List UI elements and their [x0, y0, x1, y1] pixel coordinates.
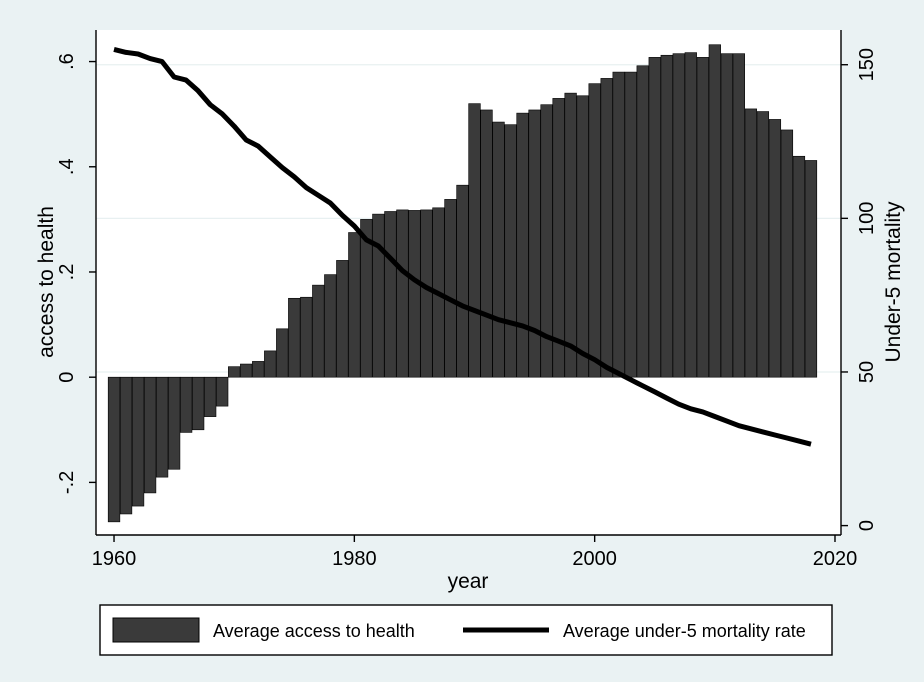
y-right-tick-label: 150	[856, 48, 878, 81]
bar	[143, 376, 157, 494]
bar	[336, 260, 349, 378]
x-tick-label: 1960	[92, 548, 137, 570]
y-left-tick-label: .4	[56, 158, 78, 175]
bar	[264, 350, 277, 378]
bar	[732, 53, 745, 378]
bar	[396, 209, 409, 378]
bar	[408, 210, 421, 378]
y-right-tick-label: 50	[856, 361, 878, 383]
bar	[804, 160, 818, 378]
bar	[648, 57, 661, 378]
legend: Average access to health Average under-5…	[99, 604, 833, 656]
bar	[348, 232, 361, 378]
x-tick-label: 2020	[813, 548, 858, 570]
bar	[708, 44, 721, 378]
bar-series	[107, 44, 818, 523]
bar	[360, 219, 373, 378]
legend-bar-swatch	[112, 617, 200, 643]
bar	[468, 103, 481, 378]
y-right-axis-label: Under-5 mortality	[882, 201, 905, 363]
bar	[624, 71, 637, 378]
bar	[324, 274, 337, 378]
bar	[756, 111, 770, 378]
mortality-line	[113, 46, 812, 447]
bar	[228, 366, 241, 378]
axes: 1960 1980 2000 2020 -.2 0 .2 .4 .6 0 50 100 150	[56, 30, 878, 570]
bar	[792, 155, 806, 378]
bar	[167, 376, 181, 470]
bar	[552, 98, 565, 378]
bar	[684, 52, 697, 378]
bar	[588, 83, 601, 378]
bar	[444, 199, 457, 378]
y-right-tick-label: 100	[856, 202, 878, 235]
bar	[119, 376, 133, 515]
y-left-tick-label: -.2	[56, 471, 78, 494]
bar	[612, 71, 625, 378]
x-tick-label: 1980	[332, 548, 377, 570]
legend-bar-label: Average access to health	[213, 621, 415, 641]
bar	[372, 213, 385, 378]
bar	[179, 376, 193, 433]
legend-line-label: Average under-5 mortality rate	[563, 621, 806, 641]
y-left-axis-label: access to health	[35, 206, 58, 358]
bar	[216, 376, 229, 407]
bar	[192, 376, 205, 431]
bar	[240, 363, 253, 378]
bar	[492, 121, 505, 378]
y-left-tick-label: .6	[56, 53, 78, 70]
bar	[528, 109, 541, 378]
bar	[288, 297, 301, 378]
bar	[720, 53, 733, 378]
bar	[204, 376, 217, 417]
y-left-tick-label: 0	[56, 372, 78, 383]
bar	[540, 104, 553, 378]
x-tick-label: 2000	[572, 548, 617, 570]
bar	[420, 209, 433, 378]
bar	[480, 109, 493, 378]
bar	[576, 95, 589, 378]
bar	[456, 184, 469, 378]
bar	[384, 211, 397, 378]
bar	[107, 376, 121, 523]
bar	[672, 53, 685, 378]
y-right-tick-label: 0	[856, 520, 878, 531]
bar	[300, 296, 313, 378]
bar	[696, 57, 709, 378]
bar	[131, 376, 145, 507]
bar	[744, 108, 758, 378]
x-axis-label: year	[448, 570, 489, 593]
bar	[276, 328, 289, 378]
bar	[504, 124, 517, 378]
y-left-tick-label: .2	[56, 264, 78, 281]
bar	[252, 361, 265, 378]
bar	[564, 92, 577, 378]
bar	[600, 78, 613, 378]
bar	[768, 119, 782, 378]
bar	[312, 284, 325, 378]
bar	[780, 129, 794, 378]
bar	[636, 65, 649, 378]
bar	[660, 54, 673, 378]
line-series	[113, 46, 812, 447]
bar	[155, 376, 169, 478]
bar	[516, 112, 529, 378]
